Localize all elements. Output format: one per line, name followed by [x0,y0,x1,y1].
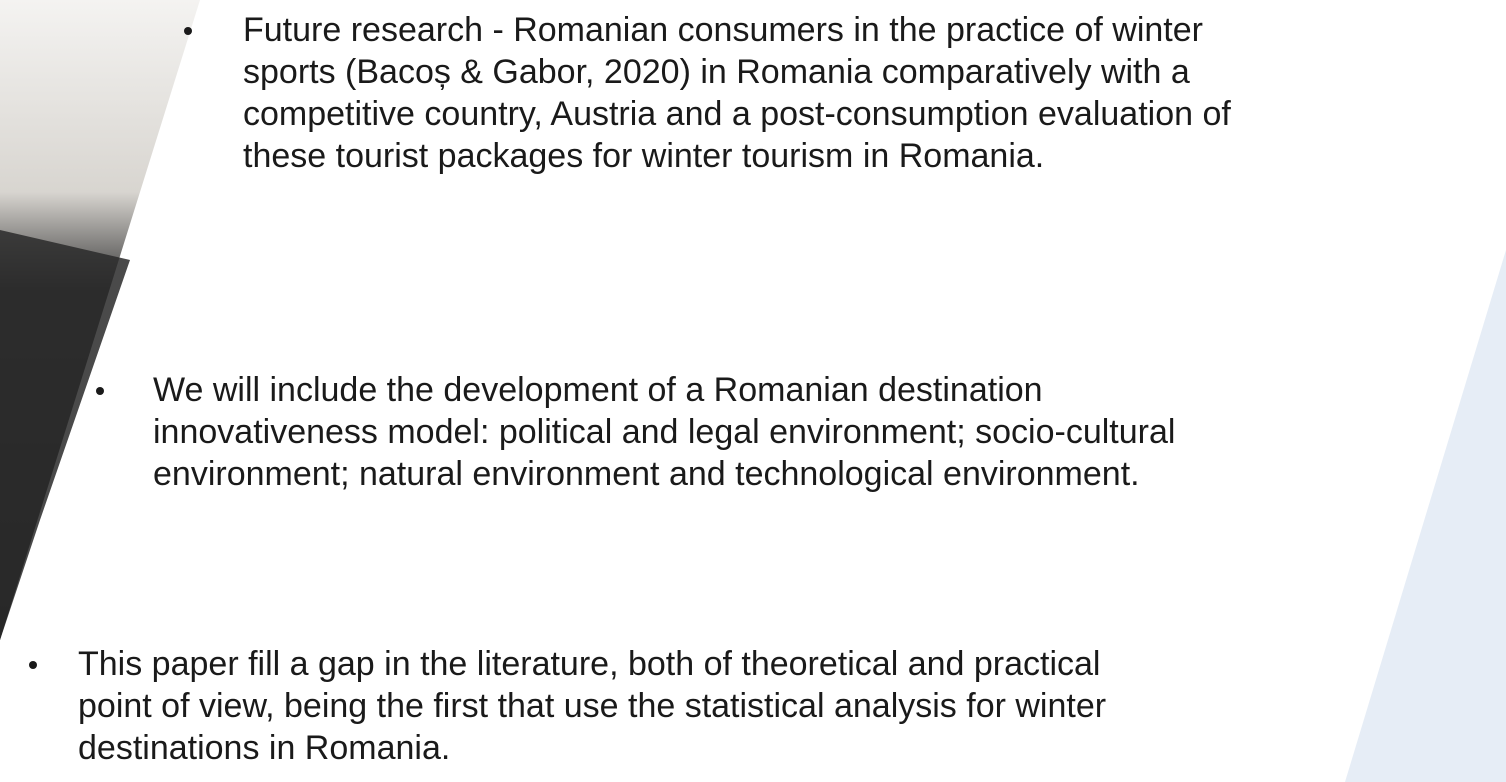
bullet-marker [184,27,192,35]
bullet-marker [96,387,104,395]
accent-panel [1345,250,1506,782]
bullet-marker [29,661,37,669]
bullet-text-line: innovativeness model: political and lega… [153,411,1175,453]
bullet-text-line: environment; natural environment and tec… [153,453,1140,495]
bullet-text-line: these tourist packages for winter touris… [243,135,1044,177]
bullet-text-line: point of view, being the first that use … [78,685,1106,727]
mountain-silhouette [0,230,130,640]
slide: {"bullets": [ {"lines": ["Future researc… [0,0,1506,782]
bullet-text-line: This paper fill a gap in the literature,… [78,643,1100,685]
bullet-text-line: Future research - Romanian consumers in … [243,9,1203,51]
bullet-text-line: competitive country, Austria and a post-… [243,93,1231,135]
bullet-text-line: sports (Bacoș & Gabor, 2020) in Romania … [243,51,1190,93]
bullet-text-line: destinations in Romania. [78,727,450,769]
bullet-text-line: We will include the development of a Rom… [153,369,1043,411]
